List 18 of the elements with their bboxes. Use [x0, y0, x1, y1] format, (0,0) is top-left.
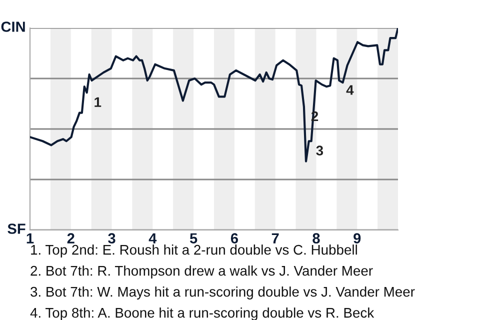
annotation: 3: [316, 146, 324, 156]
x-tick-label: 9: [354, 233, 361, 244]
x-tick-label: 6: [230, 233, 238, 244]
x-tick-label: 3: [108, 233, 116, 244]
text: SF: [8, 224, 26, 234]
x-tick-label: 8: [312, 233, 320, 244]
x-tick-label: 7: [272, 233, 279, 244]
annotation: 4: [346, 85, 354, 95]
x-tick-label: 1: [26, 233, 34, 244]
text: 3. Bot 7th: W. Mays hit a run-scoring double vs J. Vander Meer: [30, 286, 415, 300]
text: CIN: [1, 22, 25, 32]
x-tick-label: 5: [190, 233, 198, 244]
text: 1. Top 2nd: E. Roush hit a 2-run double vs C. Hubbell: [31, 244, 357, 258]
x-tick-label: 4: [148, 233, 157, 244]
text: 2. Bot 7th: R. Thompson drew a walk vs J. Vander Meer: [30, 266, 373, 278]
x-tick-label: 2: [67, 233, 74, 244]
annotation: 1: [94, 97, 102, 107]
text: 4. Top 8th: A. Boone hit a run-scoring double vs R. Beck: [30, 308, 374, 320]
